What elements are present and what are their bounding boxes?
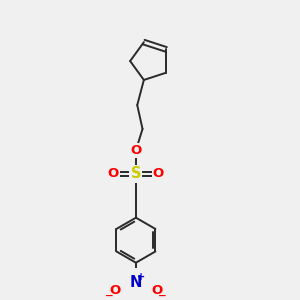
Text: O: O: [109, 284, 120, 297]
Text: +: +: [137, 272, 145, 282]
Text: O: O: [152, 284, 163, 297]
Text: O: O: [108, 167, 119, 181]
Text: −: −: [158, 291, 167, 300]
Text: N: N: [130, 275, 142, 290]
Text: O: O: [130, 144, 142, 157]
Text: −: −: [105, 291, 114, 300]
Text: S: S: [131, 167, 141, 182]
Text: O: O: [153, 167, 164, 181]
